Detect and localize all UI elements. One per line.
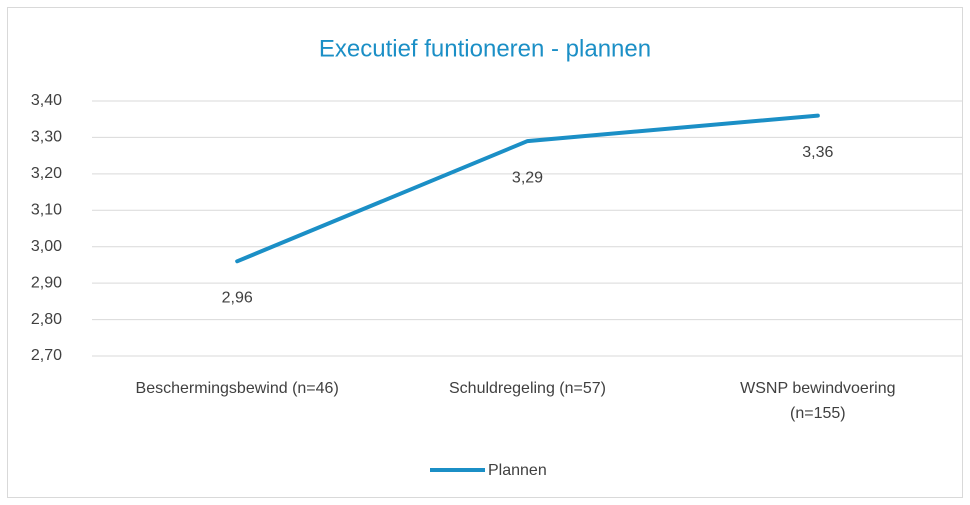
y-tick-label: 3,30 [31, 129, 62, 146]
y-tick-label: 3,20 [31, 165, 62, 182]
y-tick-label: 3,00 [31, 238, 62, 255]
data-line [235, 113, 820, 264]
data-label: 3,36 [802, 144, 833, 161]
y-tick-label: 3,40 [31, 92, 62, 109]
x-tick-label: WSNP bewindvoering (n=155) [740, 380, 896, 422]
data-label: 2,96 [222, 290, 253, 307]
y-tick-label: 2,80 [31, 311, 62, 328]
y-tick-label: 2,70 [31, 347, 62, 364]
y-tick-label: 2,90 [31, 274, 62, 291]
legend-label: Plannen [488, 462, 547, 479]
x-tick-label: Schuldregeling (n=57) [449, 380, 606, 397]
y-tick-label: 3,10 [31, 202, 62, 219]
chart-border [7, 7, 963, 498]
data-label: 3,29 [512, 169, 543, 186]
x-tick-label: Beschermingsbewind (n=46) [135, 380, 339, 397]
chart-title: Executief funtioneren - plannen [319, 35, 651, 62]
